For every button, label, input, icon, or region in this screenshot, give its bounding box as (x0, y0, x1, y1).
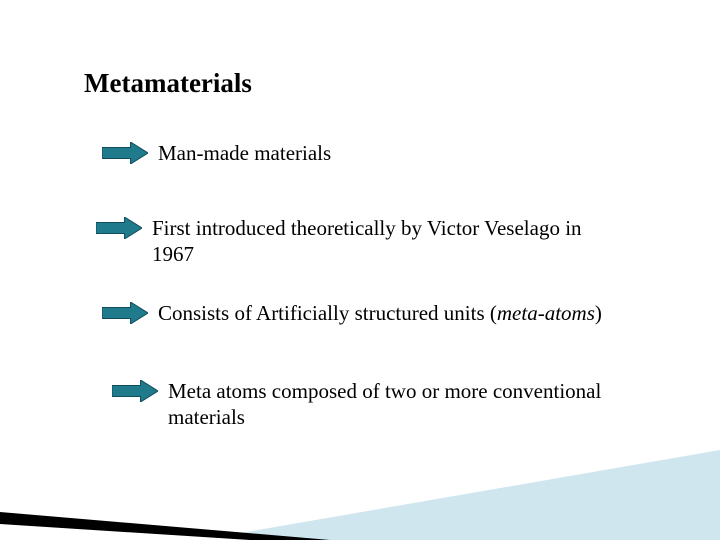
arrow-icon (102, 142, 148, 169)
footer-wedges (0, 450, 720, 540)
footer-decoration (0, 450, 720, 540)
arrow-icon (102, 302, 148, 329)
bullet-text: Meta atoms composed of two or more conve… (168, 378, 608, 431)
bullet-text: Man-made materials (158, 140, 658, 166)
bullet-row-1: First introduced theoretically by Victor… (96, 215, 612, 268)
bullet-row-2: Consists of Artificially structured unit… (102, 300, 658, 329)
bullet-text: First introduced theoretically by Victor… (152, 215, 612, 268)
slide: Metamaterials Man-made materials First in… (0, 0, 720, 540)
slide-title: Metamaterials (84, 68, 252, 99)
bullet-text: Consists of Artificially structured unit… (158, 300, 658, 326)
arrow-icon (96, 217, 142, 244)
bullet-row-0: Man-made materials (102, 140, 658, 169)
arrow-icon (112, 380, 158, 407)
bullet-row-3: Meta atoms composed of two or more conve… (112, 378, 608, 431)
